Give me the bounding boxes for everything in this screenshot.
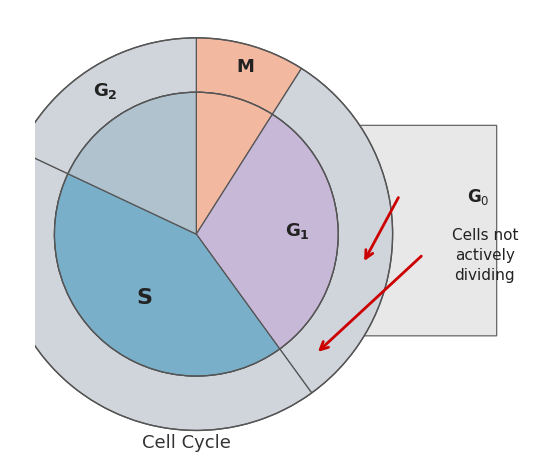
Text: G$_0$: G$_0$: [467, 187, 490, 208]
Wedge shape: [273, 69, 393, 393]
Text: $\bf{G_2}$: $\bf{G_2}$: [94, 81, 118, 101]
Text: Cells not
actively
dividing: Cells not actively dividing: [452, 228, 518, 283]
Text: $\bf{M}$: $\bf{M}$: [236, 58, 254, 76]
Wedge shape: [18, 38, 196, 174]
Wedge shape: [54, 174, 280, 376]
Text: $\bf{G_1}$: $\bf{G_1}$: [285, 221, 310, 241]
Wedge shape: [196, 114, 338, 349]
Wedge shape: [196, 92, 273, 234]
Wedge shape: [196, 38, 301, 114]
Text: $\bf{S}$: $\bf{S}$: [135, 288, 152, 307]
Wedge shape: [68, 92, 196, 234]
Wedge shape: [0, 150, 312, 430]
Text: Cell Cycle: Cell Cycle: [143, 434, 231, 452]
Polygon shape: [196, 38, 497, 393]
